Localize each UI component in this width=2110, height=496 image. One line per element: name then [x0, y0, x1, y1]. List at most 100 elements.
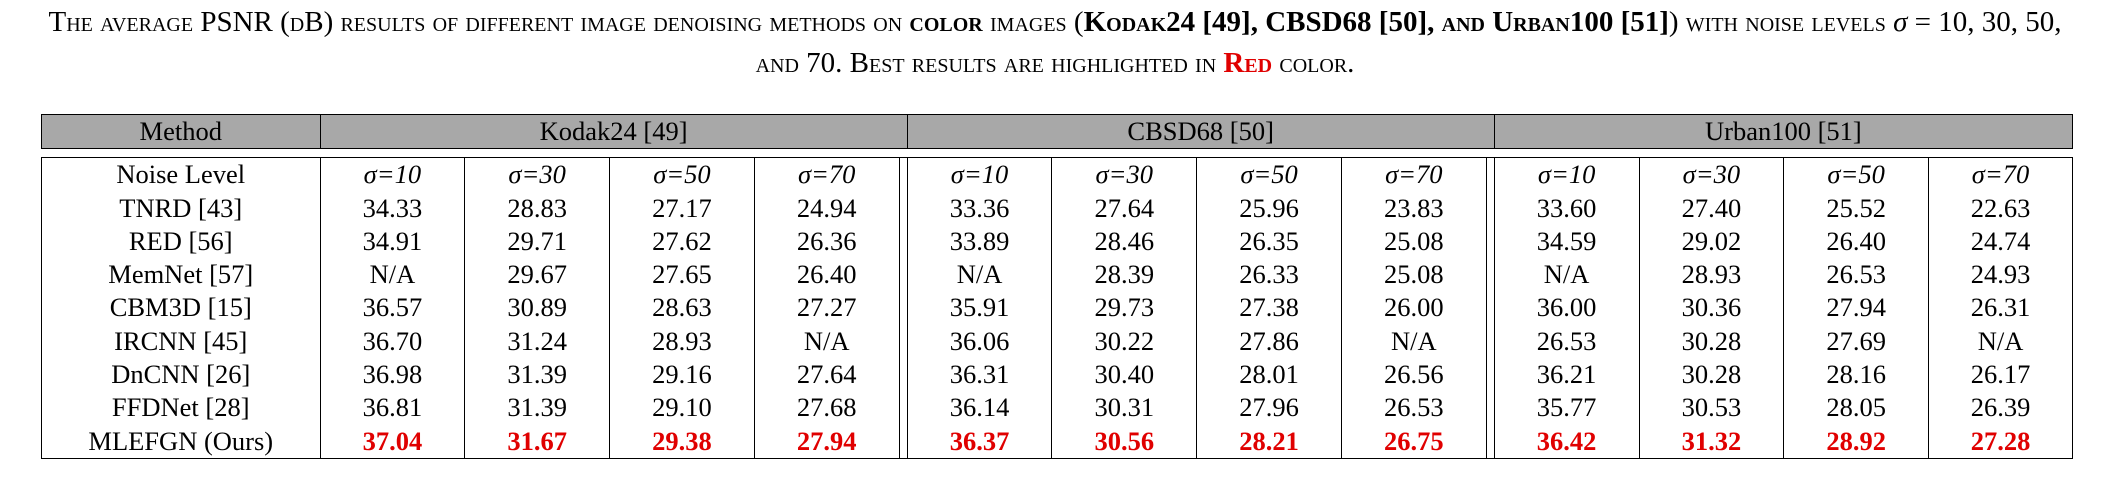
caption-red-word: Red — [1223, 47, 1273, 79]
psnr-value: 29.73 — [1051, 291, 1198, 325]
psnr-value: 26.56 — [1341, 358, 1487, 392]
caption-sigma: σ — [1893, 6, 1908, 38]
caption-text-5: color. — [1272, 47, 1355, 79]
psnr-value: 28.83 — [464, 191, 611, 225]
noise-level-header: σ=30 — [1051, 157, 1198, 192]
table-row: MLEFGN (Ours) 37.04 31.67 29.38 27.94 36.37 30… — [41, 424, 2073, 459]
dataset-header: CBSD68 [50] — [906, 113, 1495, 150]
psnr-value: 30.53 — [1639, 391, 1785, 425]
psnr-value: 27.65 — [609, 258, 755, 292]
method-name: RED [56] — [41, 224, 321, 259]
psnr-value: 28.92 — [1783, 424, 1930, 459]
double-rule — [898, 324, 908, 359]
double-rule — [1485, 391, 1495, 425]
method-name: DnCNN [26] — [41, 358, 321, 392]
double-rule — [1485, 291, 1495, 325]
psnr-value: 28.93 — [609, 324, 755, 359]
psnr-value: 25.08 — [1341, 224, 1487, 259]
psnr-value: 26.17 — [1928, 358, 2073, 392]
psnr-value: 26.40 — [754, 258, 900, 292]
psnr-value: 27.86 — [1196, 324, 1342, 359]
psnr-value: N/A — [754, 324, 900, 359]
psnr-value: 36.31 — [907, 358, 1053, 392]
double-rule — [1485, 358, 1495, 392]
psnr-value: 27.69 — [1783, 324, 1930, 359]
psnr-value: N/A — [1341, 324, 1487, 359]
psnr-value: 25.96 — [1196, 191, 1342, 225]
noise-level-row: Noise Level σ=10 σ=30 σ=50 σ=70 σ=10 σ=30 σ=50 σ… — [41, 157, 2073, 192]
double-rule — [898, 391, 908, 425]
table-row: TNRD [43] 34.33 28.83 27.17 24.94 33.36 27.64 2… — [41, 191, 2073, 225]
psnr-value: 27.62 — [609, 224, 755, 259]
psnr-value: N/A — [1494, 258, 1640, 292]
noise-level-header: σ=10 — [1494, 157, 1640, 192]
psnr-value: 36.00 — [1494, 291, 1640, 325]
psnr-value: 36.98 — [320, 358, 466, 392]
dataset-header: Kodak24 [49] — [319, 113, 908, 150]
double-rule — [1485, 157, 1495, 192]
psnr-value: 35.77 — [1494, 391, 1640, 425]
table-row: IRCNN [45] 36.70 31.24 28.93 N/A 36.06 30.22 27… — [41, 324, 2073, 359]
double-rule — [898, 224, 908, 259]
psnr-value: 36.21 — [1494, 358, 1640, 392]
psnr-value: 35.91 — [907, 291, 1053, 325]
psnr-value: 28.16 — [1783, 358, 1930, 392]
psnr-value: 28.05 — [1783, 391, 1930, 425]
double-rule — [898, 191, 908, 225]
psnr-value: 27.28 — [1928, 424, 2073, 459]
method-name: TNRD [43] — [41, 191, 321, 225]
noise-level-header: σ=10 — [907, 157, 1053, 192]
double-rule — [1485, 191, 1495, 225]
double-rule — [898, 424, 908, 459]
results-table: Method Kodak24 [49] CBSD68 [50] Urban100 [5… — [41, 113, 2074, 459]
double-rule — [898, 291, 908, 325]
caption-text-1: The average PSNR (dB) results of differe… — [48, 6, 910, 38]
double-rule — [898, 258, 908, 292]
caption-color-word: color — [909, 6, 983, 38]
psnr-value: 26.53 — [1341, 391, 1487, 425]
psnr-value: 27.40 — [1639, 191, 1785, 225]
psnr-value: 25.08 — [1341, 258, 1487, 292]
noise-level-header: σ=30 — [1639, 157, 1785, 192]
psnr-value: 26.39 — [1928, 391, 2073, 425]
psnr-value: 28.93 — [1639, 258, 1785, 292]
psnr-value: 27.96 — [1196, 391, 1342, 425]
method-name: MemNet [57] — [41, 258, 321, 292]
table-row: DnCNN [26] 36.98 31.39 29.16 27.64 36.31 30.40… — [41, 358, 2073, 392]
psnr-value: 29.67 — [464, 258, 611, 292]
psnr-value: 28.39 — [1051, 258, 1198, 292]
noise-level-header: σ=50 — [1196, 157, 1342, 192]
psnr-value: 26.35 — [1196, 224, 1342, 259]
psnr-value: N/A — [1928, 324, 2073, 359]
psnr-value: 26.36 — [754, 224, 900, 259]
psnr-value: 29.71 — [464, 224, 611, 259]
psnr-value: 30.40 — [1051, 358, 1198, 392]
psnr-value: 29.38 — [609, 424, 755, 459]
psnr-value: 28.01 — [1196, 358, 1342, 392]
psnr-value: 26.31 — [1928, 291, 2073, 325]
psnr-value: 26.33 — [1196, 258, 1342, 292]
psnr-value: 30.56 — [1051, 424, 1198, 459]
psnr-value: 31.24 — [464, 324, 611, 359]
psnr-value: 33.60 — [1494, 191, 1640, 225]
psnr-value: 37.04 — [320, 424, 466, 459]
dataset-header: Urban100 [51] — [1493, 113, 2074, 150]
psnr-value: 29.10 — [609, 391, 755, 425]
psnr-value: 33.89 — [907, 224, 1053, 259]
caption-datasets: Kodak24 [49], CBSD68 [50], and Urban100 … — [1083, 6, 1669, 38]
psnr-value: 36.14 — [907, 391, 1053, 425]
psnr-value: 29.16 — [609, 358, 755, 392]
psnr-value: 27.64 — [754, 358, 900, 392]
caption-text-2: images ( — [982, 6, 1084, 38]
noise-level-header: σ=10 — [320, 157, 466, 192]
psnr-value: 27.27 — [754, 291, 900, 325]
table-caption: The average PSNR (dB) results of differe… — [40, 2, 2070, 84]
header-gap — [42, 149, 2073, 158]
psnr-value: 30.22 — [1051, 324, 1198, 359]
psnr-value: 28.63 — [609, 291, 755, 325]
psnr-value: 34.91 — [320, 224, 466, 259]
method-header: Method — [41, 113, 321, 150]
psnr-value: 29.02 — [1639, 224, 1785, 259]
psnr-value: 26.53 — [1783, 258, 1930, 292]
psnr-value: 26.00 — [1341, 291, 1487, 325]
